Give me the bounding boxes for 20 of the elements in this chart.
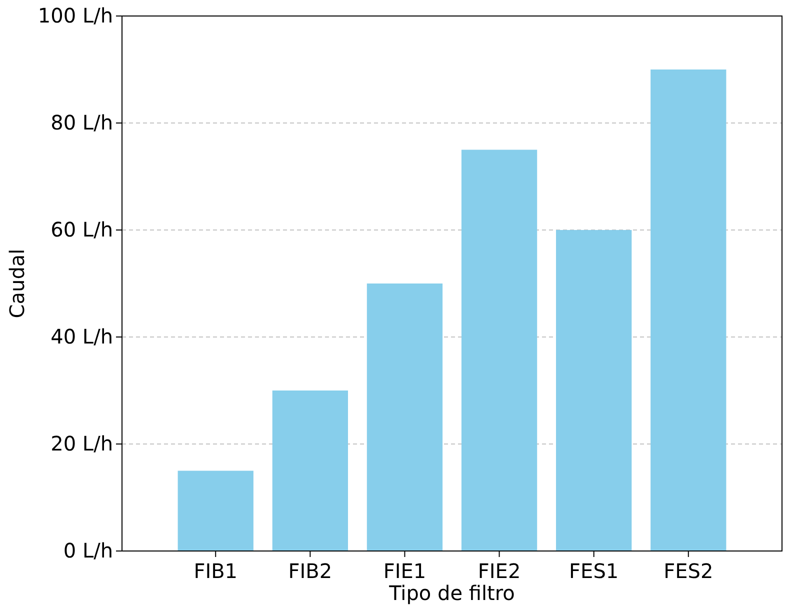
y-tick-label: 40 L/h: [50, 324, 113, 348]
x-tick-label: FIB2: [288, 559, 332, 583]
x-tick-label: FIE2: [478, 559, 521, 583]
bar: [178, 470, 254, 551]
y-tick-label: 20 L/h: [50, 431, 113, 456]
bar: [272, 390, 348, 551]
bar: [366, 284, 443, 551]
x-tick-label: FIB1: [194, 559, 238, 583]
x-tick-label: FIE1: [383, 559, 426, 583]
bar: [461, 150, 538, 551]
y-tick-label: 100 L/h: [38, 3, 113, 28]
y-tick-label: 80 L/h: [50, 110, 113, 134]
x-tick-label: FES1: [569, 559, 619, 583]
y-tick-label: 60 L/h: [50, 217, 113, 242]
bar: [556, 230, 632, 551]
y-axis-title: Caudal: [5, 248, 29, 318]
x-tick-label: FES2: [664, 559, 714, 583]
bar: [650, 70, 726, 551]
x-axis-title: Tipo de filtro: [388, 581, 515, 605]
y-tick-label: 0 L/h: [63, 538, 113, 562]
